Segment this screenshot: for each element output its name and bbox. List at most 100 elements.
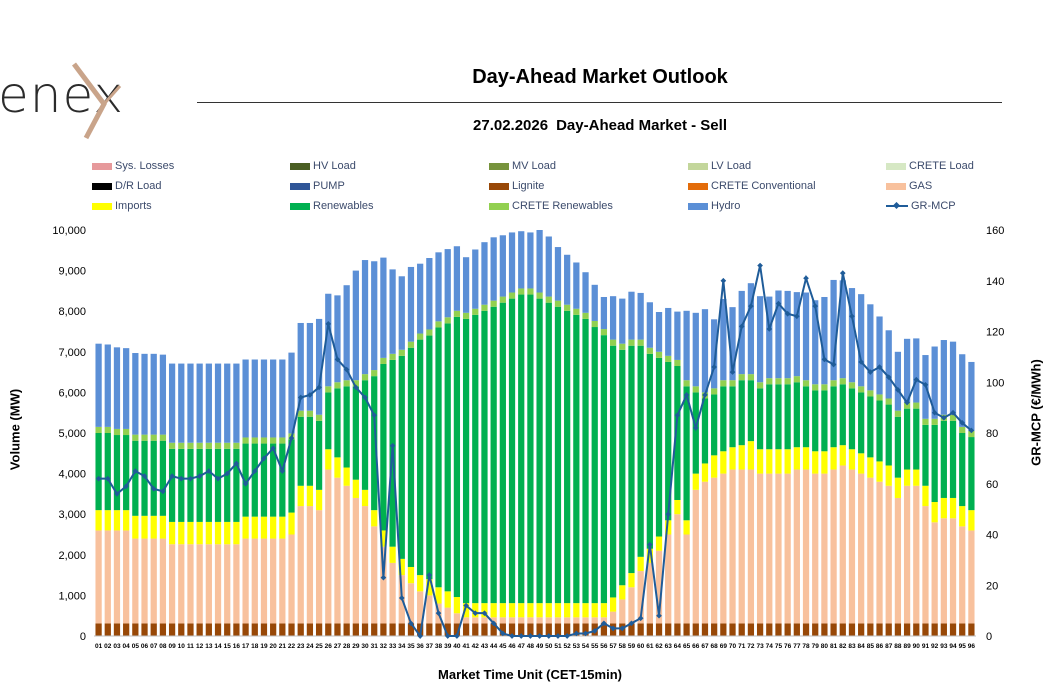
bar-imports [334,457,341,478]
bar-gas [270,538,277,624]
mcp-point [968,427,975,434]
x-tick-label: 86 [876,643,884,650]
bar-lignite [398,623,405,636]
bar-gas [839,465,846,624]
bar-crete-renewables [646,347,653,354]
legend-item: Imports [92,200,152,212]
x-tick-label: 60 [637,643,645,650]
bar-gas [481,617,488,624]
bar-lignite [224,623,231,636]
bar-gas [297,506,304,624]
bar-gas [453,613,461,624]
x-tick-label: 33 [389,643,397,650]
bar-lignite [490,623,497,636]
bar-lignite [711,623,718,636]
bar-lignite [858,623,865,636]
x-tick-label: 12 [196,643,204,650]
bar-imports [407,566,415,584]
mcp-point [435,610,442,616]
bar-gas [214,544,222,624]
mcp-point [408,620,414,627]
bar-renewables [894,416,902,478]
bar-renewables [821,390,828,452]
legend-item: Renewables [290,200,374,212]
bar-imports [655,536,663,551]
bar-lignite [205,623,212,636]
legend-label: CRETE Load [909,160,974,172]
x-tick-label: 64 [674,643,682,650]
bar-imports [711,455,718,478]
y2-tick-label: 60 [986,479,998,491]
bar-crete-renewables [306,410,314,417]
bar-gas [894,497,902,624]
bar-imports [692,473,699,490]
bar-imports [132,515,139,539]
bar-hydro [665,307,672,356]
bar-gas [168,544,176,624]
bar-gas [417,591,424,624]
bar-imports [949,497,957,519]
bar-renewables [747,380,755,442]
bar-hydro [251,359,258,438]
mcp-point [545,633,552,639]
bar-crete-renewables [242,437,249,444]
bar-imports [426,579,433,596]
bar-lignite [435,623,442,636]
bar-gas [224,544,231,624]
bar-crete-renewables [490,300,497,307]
bar-imports [536,603,543,618]
bar-renewables [178,448,185,522]
bar-hydro [315,318,323,415]
bar-gas [876,481,883,624]
bar-lignite [885,623,892,636]
bar-gas [104,530,111,624]
bar-imports [371,510,378,527]
mcp-point [417,633,423,639]
bar-hydro [582,272,589,313]
x-tick-label: 94 [949,643,957,650]
bar-renewables [407,347,415,567]
bar-renewables [628,345,635,574]
mcp-point [830,361,837,368]
bar-lignite [453,623,461,636]
x-tick-label: 48 [527,643,535,650]
mcp-point [371,412,378,419]
bar-renewables [646,353,653,549]
x-tick-label: 93 [940,643,948,650]
bar-hydro [637,292,644,340]
bar-lignite [564,623,571,636]
bar-hydro [812,300,819,385]
bar-renewables [729,386,736,448]
bar-renewables [462,318,470,604]
bar-crete-renewables [756,382,764,389]
bar-gas [655,550,663,624]
bar-imports [196,521,203,545]
bar-renewables [858,392,865,454]
x-tick-label: 91 [922,643,930,650]
bar-gas [692,489,699,624]
legend-label: Lignite [512,180,545,192]
mcp-point [500,630,506,637]
mcp-point [904,399,910,406]
bar-hydro [398,276,405,350]
legend-swatch [290,182,310,190]
x-tick-label: 16 [233,643,241,650]
bar-lignite [536,623,543,636]
bar-imports [444,591,451,608]
bar-crete-renewables [205,442,212,449]
bar-imports [224,521,231,545]
bar-crete-renewables [196,442,203,449]
legend-swatch [688,182,708,190]
mcp-point [288,435,295,441]
mcp-point [242,480,249,487]
mcp-point [224,470,231,477]
bar-hydro [738,290,745,375]
bar-imports [591,603,598,618]
bar-crete-renewables [628,339,635,346]
bar-hydro [830,279,837,381]
bar-crete-renewables [536,292,543,299]
bar-lignite [821,623,828,636]
bar-renewables [371,376,378,511]
mcp-point [959,420,966,426]
bar-hydro [655,312,663,352]
